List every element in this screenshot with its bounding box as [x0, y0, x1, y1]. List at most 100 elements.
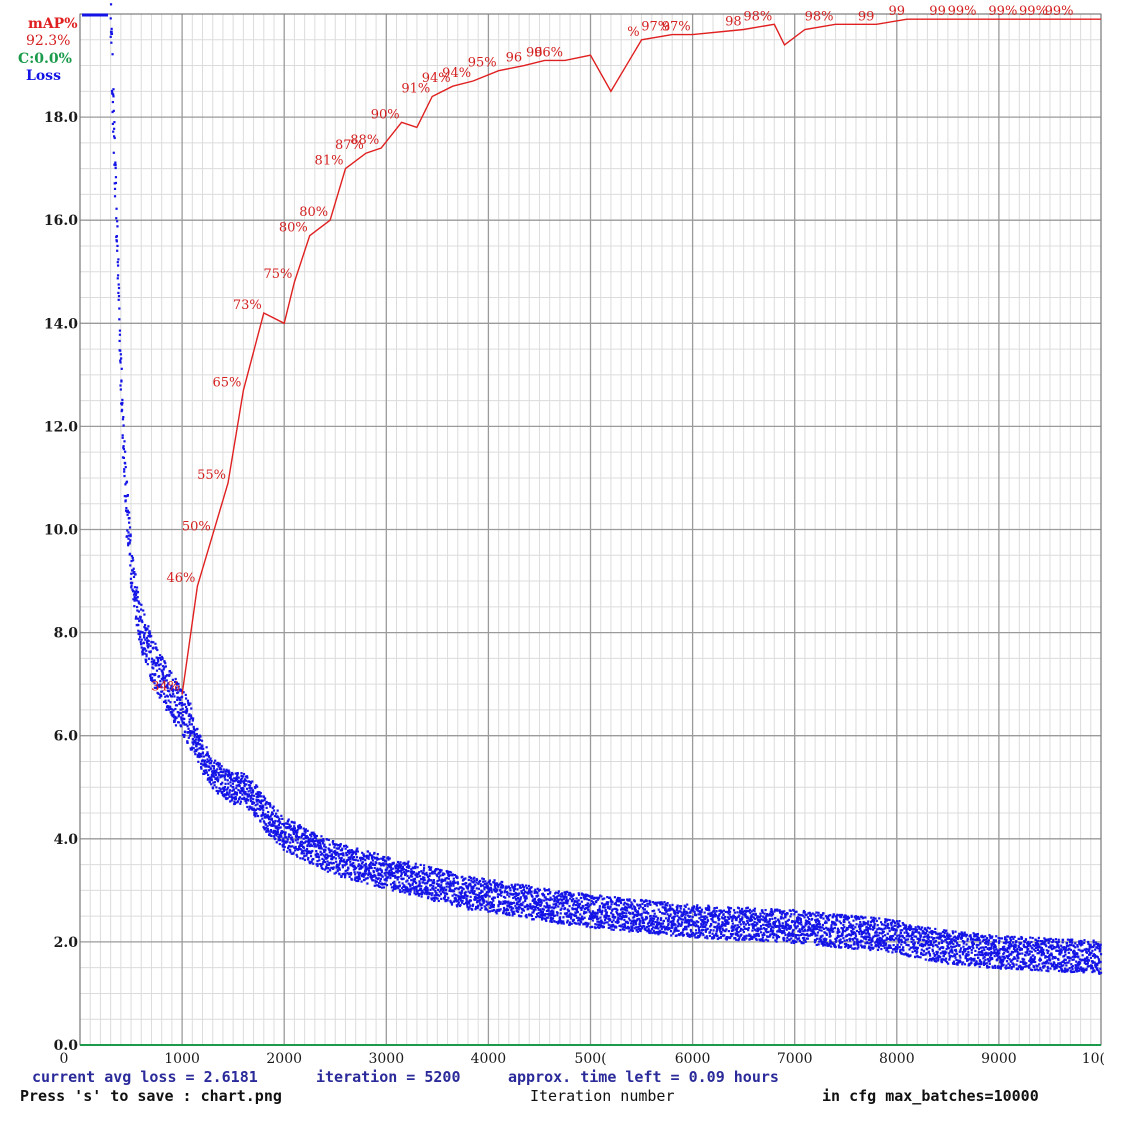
loss-point — [804, 911, 806, 913]
loss-point — [605, 909, 607, 911]
loss-point — [519, 884, 521, 886]
loss-point — [276, 841, 278, 843]
loss-point — [709, 931, 711, 933]
loss-point — [562, 916, 564, 918]
loss-point — [497, 886, 499, 888]
loss-point — [114, 137, 116, 139]
loss-point — [732, 923, 734, 925]
loss-point — [722, 922, 724, 924]
loss-point — [784, 916, 786, 918]
loss-point — [772, 913, 774, 915]
loss-point — [457, 883, 459, 885]
loss-point — [776, 910, 778, 912]
loss-point — [648, 922, 650, 924]
loss-point — [644, 908, 646, 910]
loss-point — [512, 907, 514, 909]
loss-point — [409, 890, 411, 892]
loss-point — [303, 855, 305, 857]
loss-point — [565, 896, 567, 898]
loss-point — [260, 792, 262, 794]
loss-point — [274, 820, 276, 822]
loss-point — [673, 918, 675, 920]
loss-point — [513, 913, 515, 915]
loss-point — [389, 877, 391, 879]
loss-point — [640, 913, 642, 915]
loss-point — [135, 616, 137, 618]
loss-point — [754, 908, 756, 910]
loss-point — [403, 868, 405, 870]
loss-point — [828, 919, 830, 921]
loss-point — [430, 879, 432, 881]
loss-point — [668, 928, 670, 930]
loss-point — [324, 861, 326, 863]
loss-point — [690, 924, 692, 926]
loss-point — [112, 95, 114, 97]
loss-point — [783, 910, 785, 912]
loss-point — [144, 624, 146, 626]
loss-point — [401, 871, 403, 873]
loss-point — [736, 911, 738, 913]
loss-point — [300, 826, 302, 828]
loss-point — [135, 618, 137, 620]
loss-point — [698, 930, 700, 932]
loss-point — [357, 859, 359, 861]
loss-point — [636, 929, 638, 931]
loss-point — [761, 909, 763, 911]
loss-point — [572, 893, 574, 895]
loss-point — [118, 318, 120, 320]
loss-point — [598, 897, 600, 899]
loss-point — [141, 621, 143, 623]
loss-point — [149, 674, 151, 676]
loss-point — [627, 922, 629, 924]
loss-point — [549, 899, 551, 901]
loss-point — [835, 939, 837, 941]
loss-point — [729, 913, 731, 915]
loss-point — [581, 901, 583, 903]
loss-point — [213, 767, 215, 769]
loss-point — [126, 481, 128, 483]
loss-point — [245, 783, 247, 785]
loss-point — [128, 511, 130, 513]
loss-point — [279, 839, 281, 841]
loss-point — [219, 763, 221, 765]
loss-point — [623, 912, 625, 914]
loss-point — [430, 866, 432, 868]
loss-point — [378, 858, 380, 860]
loss-point — [183, 722, 185, 724]
loss-point — [201, 744, 203, 746]
loss-point — [563, 922, 565, 924]
loss-point — [241, 794, 243, 796]
loss-point — [111, 28, 113, 30]
loss-point — [143, 634, 145, 636]
loss-point — [359, 878, 361, 880]
loss-point — [821, 929, 823, 931]
loss-point — [145, 659, 147, 661]
loss-point — [739, 930, 741, 932]
loss-point — [317, 853, 319, 855]
loss-point — [210, 767, 212, 769]
loss-point — [564, 907, 566, 909]
loss-point — [615, 926, 617, 928]
loss-point — [762, 924, 764, 926]
loss-point — [387, 876, 389, 878]
loss-point — [513, 911, 515, 913]
loss-point — [357, 871, 359, 873]
loss-point — [769, 918, 771, 920]
loss-point — [524, 900, 526, 902]
loss-point — [840, 938, 842, 940]
loss-point — [713, 910, 715, 912]
loss-point — [123, 468, 125, 470]
loss-point — [202, 748, 204, 750]
loss-point — [683, 934, 685, 936]
x-tick-label: 3000 — [368, 1051, 404, 1067]
loss-point — [284, 833, 286, 835]
loss-point — [432, 885, 434, 887]
loss-point — [269, 805, 271, 807]
loss-point — [138, 610, 140, 612]
loss-point — [670, 934, 672, 936]
loss-point — [312, 858, 314, 860]
loss-point — [604, 907, 606, 909]
loss-point — [525, 914, 527, 916]
loss-point — [215, 786, 217, 788]
loss-point — [600, 895, 602, 897]
